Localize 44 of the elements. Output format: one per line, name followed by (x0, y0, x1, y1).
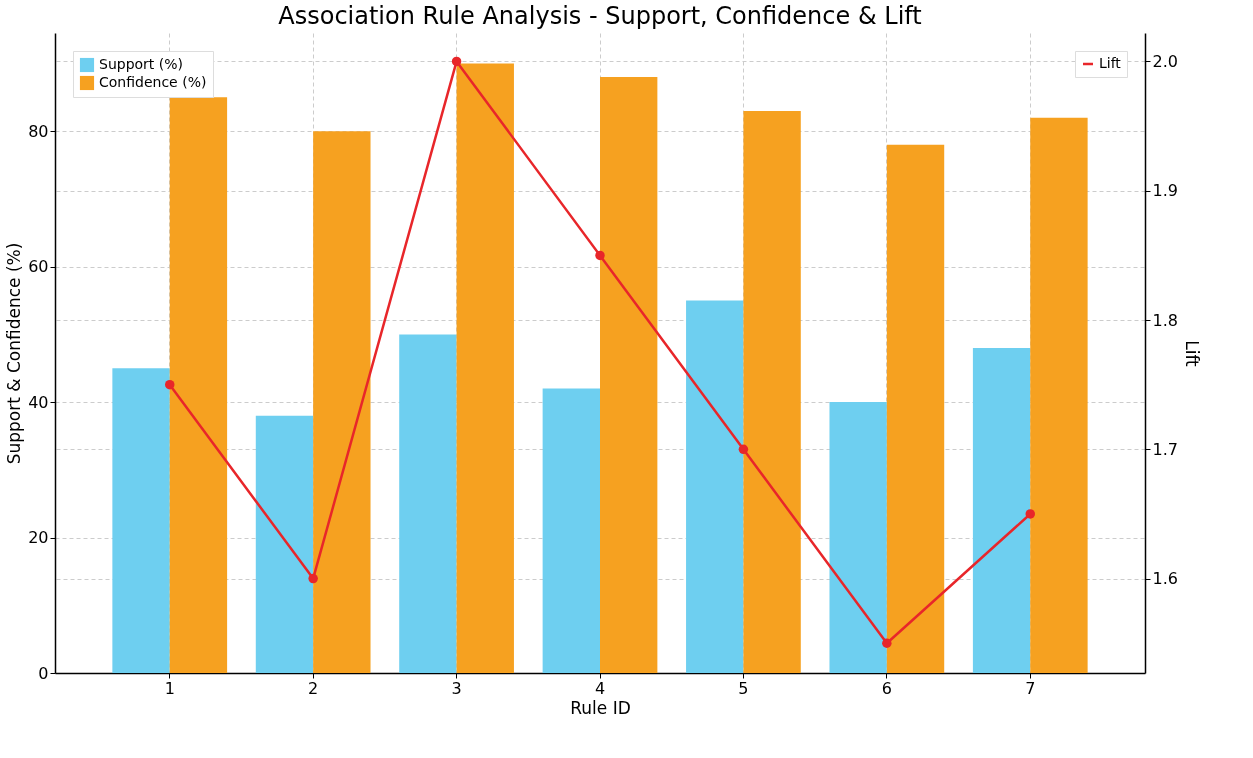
bar (972, 347, 1031, 673)
point (308, 573, 318, 584)
y2-tick-label: 1.7 (1152, 439, 1178, 459)
y-axis-title: Support & Confidence (%) (4, 242, 25, 465)
y-tick-label: 80 (28, 121, 49, 141)
point (451, 56, 462, 67)
point (738, 444, 749, 455)
bar (600, 77, 658, 673)
x-tick-label: 2 (308, 678, 319, 698)
point (882, 638, 892, 648)
bar (743, 110, 801, 673)
point (164, 379, 175, 390)
legend-label: Support (%) (99, 56, 184, 72)
bar (399, 334, 457, 673)
bar (1030, 117, 1088, 673)
y-tick-label: 0 (38, 663, 49, 683)
bar (886, 144, 945, 673)
y2-tick-label: 1.8 (1152, 310, 1178, 330)
chart-title: Association Rule Analysis - Support, Confidence & Lift (278, 2, 922, 30)
x-tick-label: 7 (1025, 678, 1036, 698)
x-tick-label: 3 (451, 678, 462, 698)
y2-axis-title: Lift (1181, 340, 1202, 368)
y2-tick-label: 1.9 (1152, 181, 1178, 201)
legend-label: Confidence (%) (99, 74, 207, 90)
bar (255, 415, 314, 673)
x-tick-label: 5 (738, 678, 749, 698)
point (1025, 509, 1036, 519)
bar (112, 368, 170, 673)
x-tick-label: 1 (164, 678, 175, 698)
y-tick-label: 40 (28, 392, 49, 412)
x-tick-label: 4 (594, 678, 606, 698)
x-axis-title: Rule ID (570, 697, 631, 718)
bar (456, 63, 514, 673)
bar (313, 131, 371, 673)
x-tick-label: 6 (881, 678, 892, 698)
bar (686, 300, 744, 673)
bar (542, 388, 600, 673)
y-tick-label: 20 (28, 528, 49, 548)
y2-tick-label: 1.6 (1152, 569, 1178, 589)
legend-label: Lift (1099, 55, 1122, 71)
point (595, 250, 605, 261)
y2-tick-label: 2.0 (1152, 51, 1178, 71)
bar (829, 402, 887, 673)
y-tick-label: 60 (28, 257, 49, 277)
